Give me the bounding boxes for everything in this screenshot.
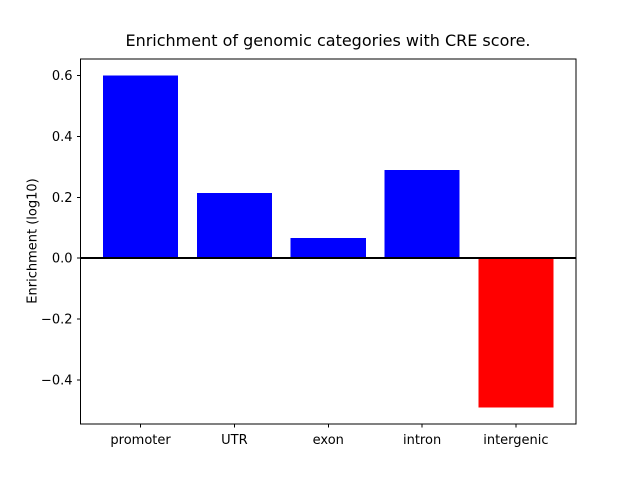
y-axis-label: Enrichment (log10) xyxy=(25,178,41,304)
bars xyxy=(103,75,554,408)
y-tick-label: 0.0 xyxy=(52,252,73,267)
y-tick-label: −0.2 xyxy=(41,313,73,328)
y-tick-label: 0.4 xyxy=(52,130,73,145)
x-tick-label-intron: intron xyxy=(403,433,441,448)
y-tick-label: 0.6 xyxy=(52,69,73,84)
y-tick-label: 0.2 xyxy=(52,191,73,206)
bar-intron xyxy=(384,170,460,259)
bar-UTR xyxy=(196,192,272,259)
bar-promoter xyxy=(103,75,179,259)
chart-title: Enrichment of genomic categories with CR… xyxy=(125,31,531,50)
x-tick-label-intergenic: intergenic xyxy=(483,433,548,448)
x-tick-label-UTR: UTR xyxy=(221,433,248,448)
x-axis: promoter UTR exon intron intergenic xyxy=(110,424,549,448)
x-tick-label-promoter: promoter xyxy=(110,433,171,448)
x-tick-label-exon: exon xyxy=(313,433,344,448)
y-tick-label: −0.4 xyxy=(41,374,73,389)
bar-exon xyxy=(290,237,366,259)
y-axis: 0.6 0.4 0.2 0.0 −0.2 −0.4 xyxy=(41,69,81,389)
bar-intergenic xyxy=(478,258,554,408)
